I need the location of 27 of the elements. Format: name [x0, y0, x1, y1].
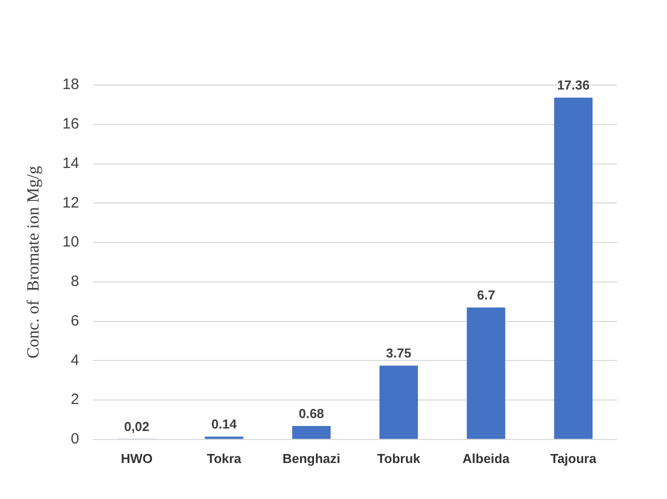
x-tick-label: Tobruk [377, 450, 422, 466]
data-label: 6.7 [476, 288, 496, 303]
data-label: 3.75 [386, 346, 412, 361]
bar [466, 307, 506, 439]
data-label: 0,02 [124, 419, 150, 434]
y-tick-label: 0 [70, 430, 80, 448]
y-tick-label: 16 [62, 116, 80, 133]
y-tick-label: 18 [62, 76, 80, 94]
x-tick-label: Albeida [462, 450, 510, 466]
y-tick-label: 8 [70, 273, 80, 290]
y-axis-title: Conc. of Bromate ion Mg/g [24, 165, 43, 359]
data-label: 0.14 [211, 416, 238, 432]
bar [379, 366, 418, 439]
y-tick-label: 2 [70, 391, 80, 408]
y-tick-label: 4 [70, 352, 80, 369]
x-tick-label: HWO [120, 450, 153, 466]
y-tick-label: 14 [62, 154, 80, 172]
x-tick-label: Tajoura [550, 450, 598, 466]
data-label: 0.68 [298, 406, 324, 422]
y-tick-label: 10 [62, 234, 80, 251]
bar [554, 98, 593, 439]
y-tick-label: 12 [62, 194, 80, 212]
x-tick-label: Benghazi [282, 450, 340, 466]
y-tick-label: 6 [70, 312, 80, 330]
data-label: 17.36 [557, 78, 590, 93]
x-tick-label: Tokra [206, 450, 242, 466]
bar [292, 426, 331, 439]
